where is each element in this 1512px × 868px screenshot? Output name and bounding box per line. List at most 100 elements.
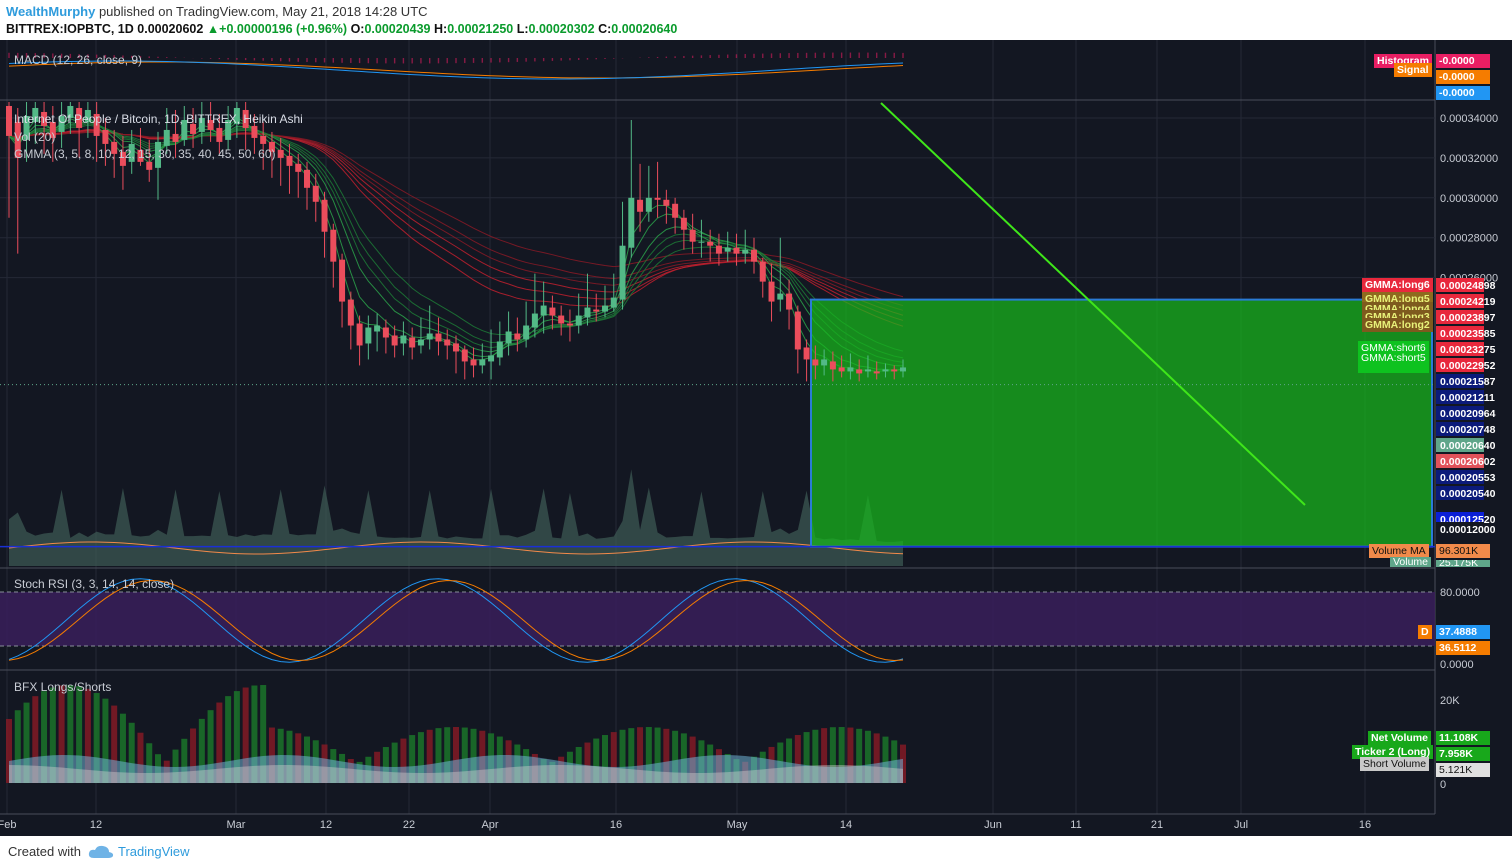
price-axis-label: 0.00034000 [1440,113,1498,125]
candle-body [426,333,433,340]
price-badge-label: 0.00022952 [1440,360,1496,372]
high-value: 0.00021250 [447,22,514,36]
candle-body [707,241,714,246]
candle-body [637,199,644,212]
candle-body [6,105,12,136]
candle-body [549,307,556,316]
last-price: 0.00020602 [137,22,204,36]
candle-body [733,247,740,254]
candle-body [286,155,293,166]
tradingview-cloud-icon [88,845,114,858]
candle-body [453,343,459,352]
net-volume-bar [49,687,56,783]
candle-body [382,327,389,338]
net-volume-bar [6,718,12,783]
price-axis-label: 0.00032000 [1440,153,1498,165]
candle-body [540,305,547,316]
chart-canvas[interactable]: 0.00034000 0.00032000 0.00030000 0.00028000… [0,40,1512,836]
main-title: Internet Of People / Bitcoin, 1D, BITTRE… [14,112,303,126]
time-axis-label: 16 [1359,819,1371,831]
net-volume-bar [181,738,188,783]
price-badge-bg [1436,486,1484,500]
candle-body [602,305,608,312]
price-badge-bg [1436,454,1484,468]
macd-signal-line [8,61,904,79]
net-volume-bar [102,698,109,783]
candle-body [715,245,722,254]
candle-body [93,113,100,136]
candle-body [347,299,354,326]
gmma-long2-tag: GMMA:long2 [1362,318,1433,332]
candle-body [698,241,705,243]
candle-body [663,199,670,206]
candle-body [242,109,249,128]
long-volume-value: 7.958K [1436,747,1490,761]
candle-body [84,109,91,122]
price-badge-label: 0.00023275 [1440,344,1496,356]
symbol-name: BITTREX:IOPBTC, 1D [6,22,134,36]
price-badge-bg [1436,470,1484,484]
time-axis-label: May [727,819,748,831]
gmma-short5-tag: GMMA:short5 [1358,351,1429,373]
price-axis-label: 0.00030000 [1440,193,1498,205]
stoch-d-value: 36.5112 [1436,641,1490,655]
candle-body [137,149,144,162]
net-volume-bar [602,735,608,783]
candle-body [295,163,302,172]
price-badge-bg [1436,342,1484,356]
candle-body [312,185,319,202]
net-volume-bar [128,722,135,783]
low-value: 0.00020302 [528,22,595,36]
net-volume-bar [172,749,179,783]
volume-tag: Volume [1390,557,1432,567]
short-volume-tag: Short Volume [1360,757,1430,771]
net-volume-bar [812,729,819,783]
time-axis-label: Jul [1234,819,1248,831]
signal-badge: Signal [1394,63,1432,77]
candle-body [49,121,56,138]
candle-body [67,105,74,118]
candle-body [882,369,889,372]
candle-body [207,119,214,130]
net-volume-bar [242,687,249,783]
price-badge-label: 0.00024898 [1440,280,1496,292]
candle-body [163,129,170,146]
net-volume-bar [41,691,48,783]
net-volume-bar [654,727,661,783]
price-badge-label: 0.00020540 [1440,488,1496,500]
price-badge-bg [1436,406,1484,420]
candle-body [409,337,416,348]
candle-body [891,369,898,372]
candle-body [304,169,310,188]
net-volume-tag: Net Volume [1368,731,1431,745]
tradingview-link[interactable]: TradingView [118,844,190,859]
price-badge-bg [1436,358,1484,372]
candle-body [146,161,153,170]
candle-body [794,311,801,350]
open-value: 0.00020439 [364,22,431,36]
candle-body [628,197,635,248]
time-axis-label: 16 [610,819,622,831]
long-volume-area [9,755,903,783]
price-badge-bg [1436,310,1484,324]
author-link[interactable]: WealthMurphy [6,4,96,19]
net-volume-bar [382,747,389,783]
net-volume-bar [216,702,223,783]
candle-body [444,339,451,346]
net-volume-bar [400,738,407,783]
candle-body [803,347,810,360]
macd-signal-value: -0.0000 [1436,70,1490,84]
net-volume-bar [119,713,126,783]
candle-body [32,107,39,122]
net-volume-bar [470,728,477,783]
open-label: O: [350,22,365,36]
price-badge-label: 0.00021211 [1440,392,1495,404]
candle-body [172,133,179,142]
candle-body [680,217,687,230]
publish-info: WealthMurphy published on TradingView.co… [6,4,428,19]
candle-body [365,327,372,344]
net-volume-bar [111,705,118,783]
macd-label: MACD (12, 26, close, 9) [14,53,143,67]
volume-area [9,469,903,566]
net-volume-bar [190,728,197,783]
